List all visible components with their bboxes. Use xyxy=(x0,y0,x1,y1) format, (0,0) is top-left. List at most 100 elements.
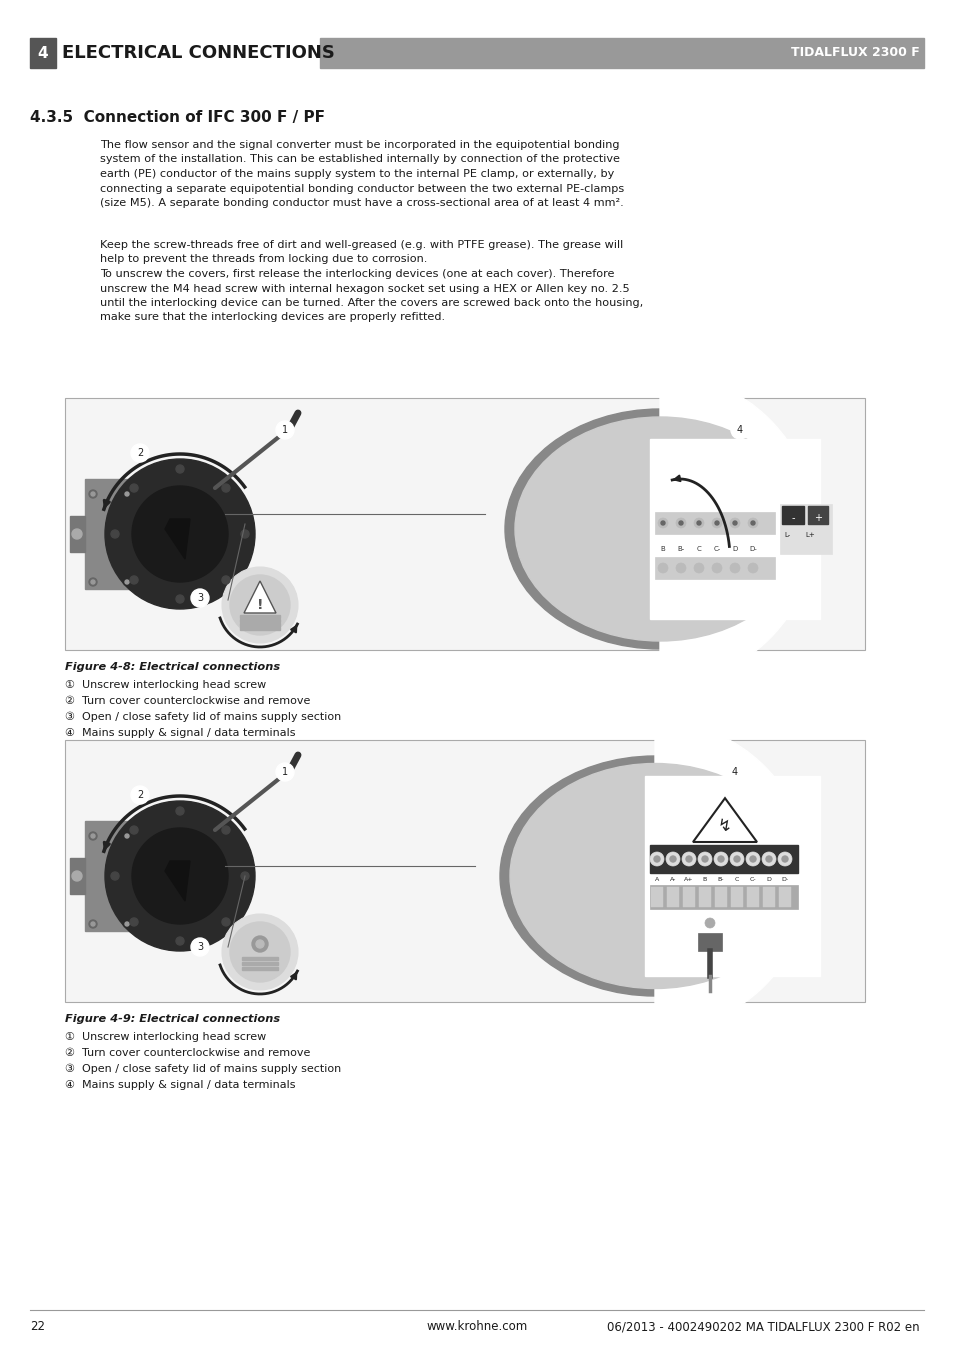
Wedge shape xyxy=(655,721,809,1031)
Circle shape xyxy=(91,834,95,838)
Circle shape xyxy=(222,576,230,584)
Text: 2: 2 xyxy=(136,449,143,458)
Bar xyxy=(698,934,721,951)
Bar xyxy=(649,439,820,619)
Text: ELECTRICAL CONNECTIONS: ELECTRICAL CONNECTIONS xyxy=(62,45,335,62)
Bar xyxy=(70,516,85,553)
Bar xyxy=(779,888,790,907)
Circle shape xyxy=(222,917,230,925)
Circle shape xyxy=(130,576,138,584)
Bar xyxy=(781,507,803,524)
Circle shape xyxy=(123,920,131,928)
Text: L-: L- xyxy=(784,532,790,538)
Text: D: D xyxy=(766,877,771,882)
Polygon shape xyxy=(692,798,757,842)
Bar xyxy=(682,888,695,907)
Circle shape xyxy=(252,936,268,952)
Circle shape xyxy=(125,492,129,496)
Circle shape xyxy=(733,857,740,862)
Circle shape xyxy=(71,530,82,539)
Circle shape xyxy=(130,917,138,925)
Circle shape xyxy=(698,852,711,866)
Text: 2: 2 xyxy=(136,790,143,800)
Circle shape xyxy=(730,422,748,439)
Circle shape xyxy=(765,857,771,862)
Text: D-: D- xyxy=(781,877,788,882)
Circle shape xyxy=(275,422,294,439)
Circle shape xyxy=(91,580,95,584)
Circle shape xyxy=(132,486,228,582)
Circle shape xyxy=(693,517,703,528)
Circle shape xyxy=(175,594,184,603)
Text: 3: 3 xyxy=(196,593,203,603)
Text: Figure 4-8: Electrical connections: Figure 4-8: Electrical connections xyxy=(65,662,280,671)
Circle shape xyxy=(105,801,254,951)
Circle shape xyxy=(131,786,149,804)
Circle shape xyxy=(125,921,129,925)
Text: L+: L+ xyxy=(804,532,814,538)
Bar xyxy=(762,888,774,907)
Text: 4: 4 xyxy=(731,767,738,777)
Circle shape xyxy=(714,521,719,526)
Circle shape xyxy=(747,563,758,573)
Circle shape xyxy=(725,763,743,781)
Text: ①  Unscrew interlocking head screw: ① Unscrew interlocking head screw xyxy=(65,680,266,690)
Text: 4: 4 xyxy=(736,426,742,435)
Circle shape xyxy=(704,917,714,928)
Circle shape xyxy=(676,563,685,573)
Text: ↯: ↯ xyxy=(718,817,731,835)
Bar xyxy=(649,844,797,873)
Bar xyxy=(240,623,280,626)
Text: B-: B- xyxy=(717,877,723,882)
Circle shape xyxy=(130,484,138,492)
Circle shape xyxy=(658,563,667,573)
Text: ②  Turn cover counterclockwise and remove: ② Turn cover counterclockwise and remove xyxy=(65,696,310,707)
Bar xyxy=(644,775,820,975)
Text: make sure that the interlocking devices are properly refitted.: make sure that the interlocking devices … xyxy=(100,312,445,323)
Circle shape xyxy=(729,563,740,573)
Circle shape xyxy=(132,828,228,924)
Text: A: A xyxy=(654,877,659,882)
Circle shape xyxy=(191,938,209,957)
Text: 3: 3 xyxy=(196,942,203,952)
Text: C: C xyxy=(734,877,739,882)
Circle shape xyxy=(222,825,230,834)
Circle shape xyxy=(729,852,743,866)
Circle shape xyxy=(111,871,119,880)
Circle shape xyxy=(255,940,264,948)
Text: !: ! xyxy=(256,598,263,612)
Text: C-: C- xyxy=(749,877,756,882)
Circle shape xyxy=(693,563,703,573)
Wedge shape xyxy=(659,374,814,684)
Text: D-: D- xyxy=(748,546,756,553)
Circle shape xyxy=(676,517,685,528)
Bar xyxy=(699,888,710,907)
Circle shape xyxy=(732,521,737,526)
Text: B: B xyxy=(659,546,664,553)
Circle shape xyxy=(649,852,663,866)
Text: ④  Mains supply & signal / data terminals: ④ Mains supply & signal / data terminals xyxy=(65,728,295,738)
Bar xyxy=(319,38,923,68)
Circle shape xyxy=(222,567,297,643)
Circle shape xyxy=(711,517,721,528)
Bar xyxy=(85,480,140,589)
Bar xyxy=(242,957,277,961)
Ellipse shape xyxy=(515,417,804,640)
Circle shape xyxy=(681,852,696,866)
Circle shape xyxy=(750,521,754,526)
Text: C-: C- xyxy=(713,546,720,553)
Text: www.krohne.com: www.krohne.com xyxy=(426,1320,527,1333)
Ellipse shape xyxy=(504,409,814,648)
Circle shape xyxy=(123,490,131,499)
Circle shape xyxy=(658,517,667,528)
Text: +: + xyxy=(813,513,821,523)
Circle shape xyxy=(679,521,682,526)
Bar xyxy=(85,821,140,931)
Bar xyxy=(780,504,831,554)
Polygon shape xyxy=(165,519,190,559)
Text: B-: B- xyxy=(677,546,684,553)
Circle shape xyxy=(778,852,791,866)
Circle shape xyxy=(89,578,97,586)
Circle shape xyxy=(123,578,131,586)
Circle shape xyxy=(125,580,129,584)
